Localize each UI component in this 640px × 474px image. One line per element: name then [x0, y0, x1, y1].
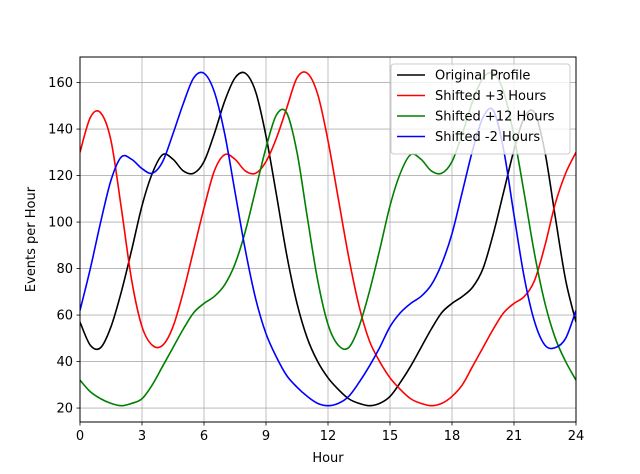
legend-entry: Original Profile: [435, 69, 530, 84]
x-axis-label: Hour: [312, 451, 344, 466]
x-tick-label: 15: [382, 429, 399, 444]
legend: Original Profile Shifted +3 Hours Shifted …: [390, 63, 571, 155]
y-axis-label: Events per Hour: [24, 186, 39, 292]
x-tick-label: 18: [444, 429, 461, 444]
y-tick-label: 120: [48, 169, 73, 184]
y-tick-label: 40: [56, 355, 73, 370]
series-line-shifted-3-hours: [80, 71, 576, 407]
legend-entry: Shifted -2 Hours: [435, 130, 540, 145]
legend-entry: Shifted +12 Hours: [435, 110, 555, 125]
x-tick-label: 12: [320, 429, 337, 444]
series-line-original-profile: [80, 71, 576, 407]
legend-box: [390, 63, 571, 155]
x-tick-label: 24: [568, 429, 585, 444]
y-tick-label: 80: [56, 262, 73, 277]
axis-ticks: 0 3 6 9 12 15 18 21 24 20 40 60 80 100 120 140 160: [48, 76, 584, 444]
x-tick-label: 9: [262, 429, 270, 444]
x-tick-label: 6: [200, 429, 208, 444]
x-tick-label: 0: [76, 429, 84, 444]
y-tick-label: 60: [56, 309, 73, 324]
y-tick-label: 140: [48, 123, 73, 138]
x-tick-label: 21: [506, 429, 523, 444]
x-tick-label: 3: [138, 429, 146, 444]
y-tick-label: 20: [56, 402, 73, 417]
legend-entry: Shifted +3 Hours: [435, 89, 547, 104]
y-tick-label: 160: [48, 76, 73, 91]
y-tick-label: 100: [48, 216, 73, 231]
